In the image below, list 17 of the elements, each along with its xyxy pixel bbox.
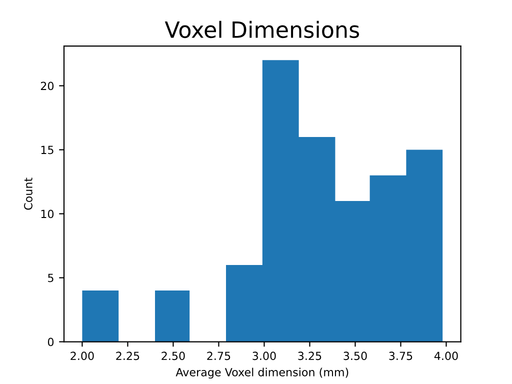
y-tick-label: 15 — [41, 146, 54, 154]
x-tick-label: 2.00 — [70, 352, 94, 360]
y-axis-title: Count — [24, 178, 32, 210]
y-tick-label: 20 — [40, 82, 54, 90]
chart-title: Voxel Dimensions — [164, 20, 360, 38]
x-tick-label: 3.25 — [298, 352, 322, 360]
x-tick-label: 4.00 — [434, 352, 458, 360]
x-tick-label: 3.75 — [389, 352, 412, 360]
x-axis-title: Average Voxel dimension (mm) — [176, 368, 348, 379]
x-tick-label: 2.75 — [207, 352, 230, 360]
x-tick-label: 2.50 — [162, 352, 185, 360]
x-tick-label: 2.25 — [116, 352, 140, 360]
x-tick-label: 3.50 — [344, 352, 367, 360]
x-tick-label: 3.00 — [252, 352, 276, 360]
y-tick-label: 0 — [48, 338, 54, 346]
y-tick-label: 10 — [41, 210, 54, 218]
y-tick-label: 5 — [48, 274, 54, 282]
